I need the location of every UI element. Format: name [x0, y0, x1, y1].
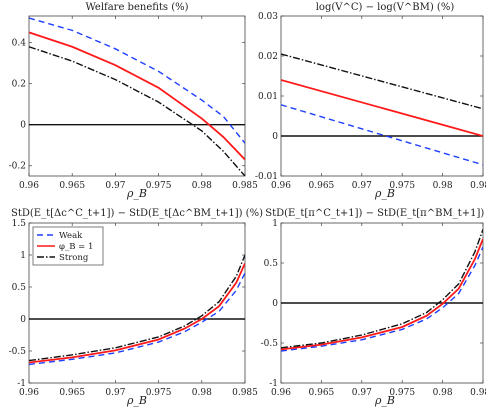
- y-tick-label: 1.5: [12, 219, 27, 229]
- x-tick-label: 0.97: [105, 388, 125, 398]
- x-tick-label: 0.985: [232, 181, 258, 191]
- legend-label: Weak: [59, 231, 83, 241]
- x-tick-label: 0.975: [146, 388, 172, 398]
- x-tick-label: 0.985: [232, 388, 258, 398]
- x-tick-label: 0.965: [309, 181, 335, 191]
- x-tick-label: 0.98: [192, 388, 212, 398]
- y-tick-label: -0.01: [255, 172, 278, 182]
- x-tick-label: 0.97: [352, 388, 372, 398]
- series-line-strong: [29, 254, 245, 362]
- panel-welfare-benefits: Welfare benefits (%) ρ_B 0.96 0.965 0.97 0.…: [9, 2, 259, 200]
- x-axis-label: ρ_B: [374, 187, 395, 200]
- series-line-strong: [281, 53, 483, 110]
- series-line-base: [29, 262, 245, 364]
- series-line-weak: [29, 17, 245, 144]
- x-tick-label: 0.965: [59, 181, 85, 191]
- x-tick-label: 0.965: [309, 388, 335, 398]
- series-line-strong: [281, 229, 483, 349]
- y-tick-label: -0.5: [9, 347, 27, 357]
- x-tick-label: 0.98: [433, 181, 453, 191]
- y-tick-label: 0.4: [12, 39, 27, 49]
- x-tick-label: 0.98: [433, 388, 453, 398]
- series-line-strong: [29, 46, 245, 176]
- y-tick-label: 0: [272, 299, 278, 309]
- x-tick-label: 0.96: [271, 181, 291, 191]
- panel-title: StD(E_t[Δc^C_t+1]) − StD(E_t[Δc^BM_t+1])…: [11, 208, 263, 219]
- plot-frame: [28, 15, 246, 177]
- series-line-weak: [281, 246, 483, 352]
- x-axis-label: ρ_B: [374, 394, 395, 407]
- panel-title: log(V^C) − log(V^BM) (%): [316, 2, 455, 13]
- y-tick-label: 1: [20, 251, 26, 261]
- y-tick-label: 0.03: [258, 12, 278, 22]
- y-tick-label: -1: [17, 379, 26, 389]
- x-tick-label: 0.975: [146, 181, 172, 191]
- series-line-base: [281, 238, 483, 351]
- y-tick-label: 0.01: [258, 92, 278, 102]
- y-tick-label: 0.5: [12, 283, 27, 293]
- x-tick-label: 0.97: [352, 181, 372, 191]
- x-tick-label: 0.985: [470, 181, 486, 191]
- x-tick-label: 0.975: [389, 388, 415, 398]
- x-tick-label: 0.98: [192, 181, 212, 191]
- y-tick-label: 0: [20, 121, 26, 131]
- panel-consumption-growth-std: StD(E_t[Δc^C_t+1]) − StD(E_t[Δc^BM_t+1])…: [9, 208, 263, 407]
- legend-label: φ_B = 1: [59, 242, 93, 252]
- y-tick-label: 0.02: [258, 52, 278, 62]
- y-tick-label: -0.5: [261, 339, 279, 349]
- plot-frame: [280, 15, 484, 177]
- y-tick-label: 0: [272, 132, 278, 142]
- x-tick-label: 0.96: [19, 181, 39, 191]
- y-tick-label: 0: [20, 315, 26, 325]
- x-tick-label: 0.965: [59, 388, 85, 398]
- x-axis-label: ρ_B: [126, 394, 147, 407]
- series-line-base: [281, 79, 483, 137]
- x-tick-label: 0.96: [19, 388, 39, 398]
- legend-label: Strong: [59, 253, 89, 263]
- series-line-base: [29, 31, 245, 161]
- x-axis-label: ρ_B: [126, 187, 147, 200]
- y-tick-label: 0.2: [12, 80, 26, 90]
- x-tick-label: 0.985: [470, 388, 486, 398]
- panel-title: StD(E_t[π^C_t+1]) − StD(E_t[π^BM_t+1]) (…: [265, 208, 486, 219]
- y-tick-label: 0.5: [264, 259, 279, 269]
- y-tick-label: -1: [269, 379, 278, 389]
- x-tick-label: 0.975: [389, 181, 415, 191]
- y-tick-label: 1: [272, 219, 278, 229]
- panel-inflation-std: StD(E_t[π^C_t+1]) − StD(E_t[π^BM_t+1]) (…: [261, 208, 486, 407]
- x-tick-label: 0.97: [105, 181, 125, 191]
- series-line-weak: [281, 104, 483, 166]
- panel-title: Welfare benefits (%): [85, 2, 188, 13]
- x-tick-label: 0.96: [271, 388, 291, 398]
- panel-log-value-difference: log(V^C) − log(V^BM) (%) ρ_B 0.96 0.965 0.…: [255, 2, 486, 200]
- y-tick-label: -0.2: [9, 162, 26, 172]
- plot-frame: [28, 222, 246, 384]
